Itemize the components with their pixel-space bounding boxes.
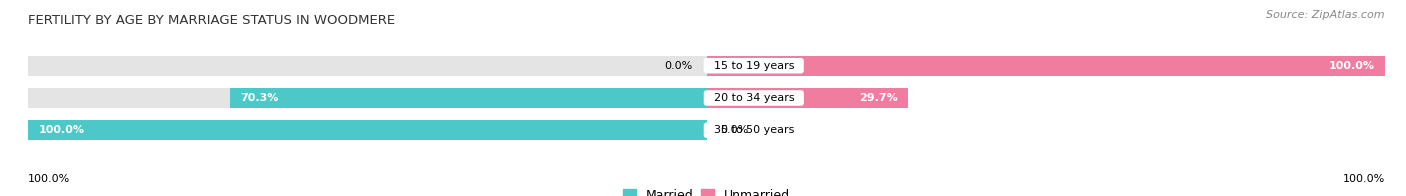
Bar [28,120,707,140]
Bar [707,56,1385,76]
Text: 0.0%: 0.0% [665,61,693,71]
Bar [707,88,908,108]
Bar [229,88,707,108]
Text: 35 to 50 years: 35 to 50 years [707,125,801,135]
Bar [28,56,707,76]
Text: 70.3%: 70.3% [240,93,278,103]
Text: 100.0%: 100.0% [38,125,84,135]
Text: 20 to 34 years: 20 to 34 years [707,93,801,103]
Text: 100.0%: 100.0% [28,174,70,184]
Text: Source: ZipAtlas.com: Source: ZipAtlas.com [1267,10,1385,20]
Text: FERTILITY BY AGE BY MARRIAGE STATUS IN WOODMERE: FERTILITY BY AGE BY MARRIAGE STATUS IN W… [28,14,395,27]
Text: 15 to 19 years: 15 to 19 years [707,61,801,71]
Text: 100.0%: 100.0% [1329,61,1375,71]
Legend: Married, Unmarried: Married, Unmarried [619,184,794,196]
Text: 29.7%: 29.7% [859,93,898,103]
Text: 0.0%: 0.0% [720,125,748,135]
Bar [28,88,707,108]
Text: 100.0%: 100.0% [1343,174,1385,184]
Bar [28,120,707,140]
